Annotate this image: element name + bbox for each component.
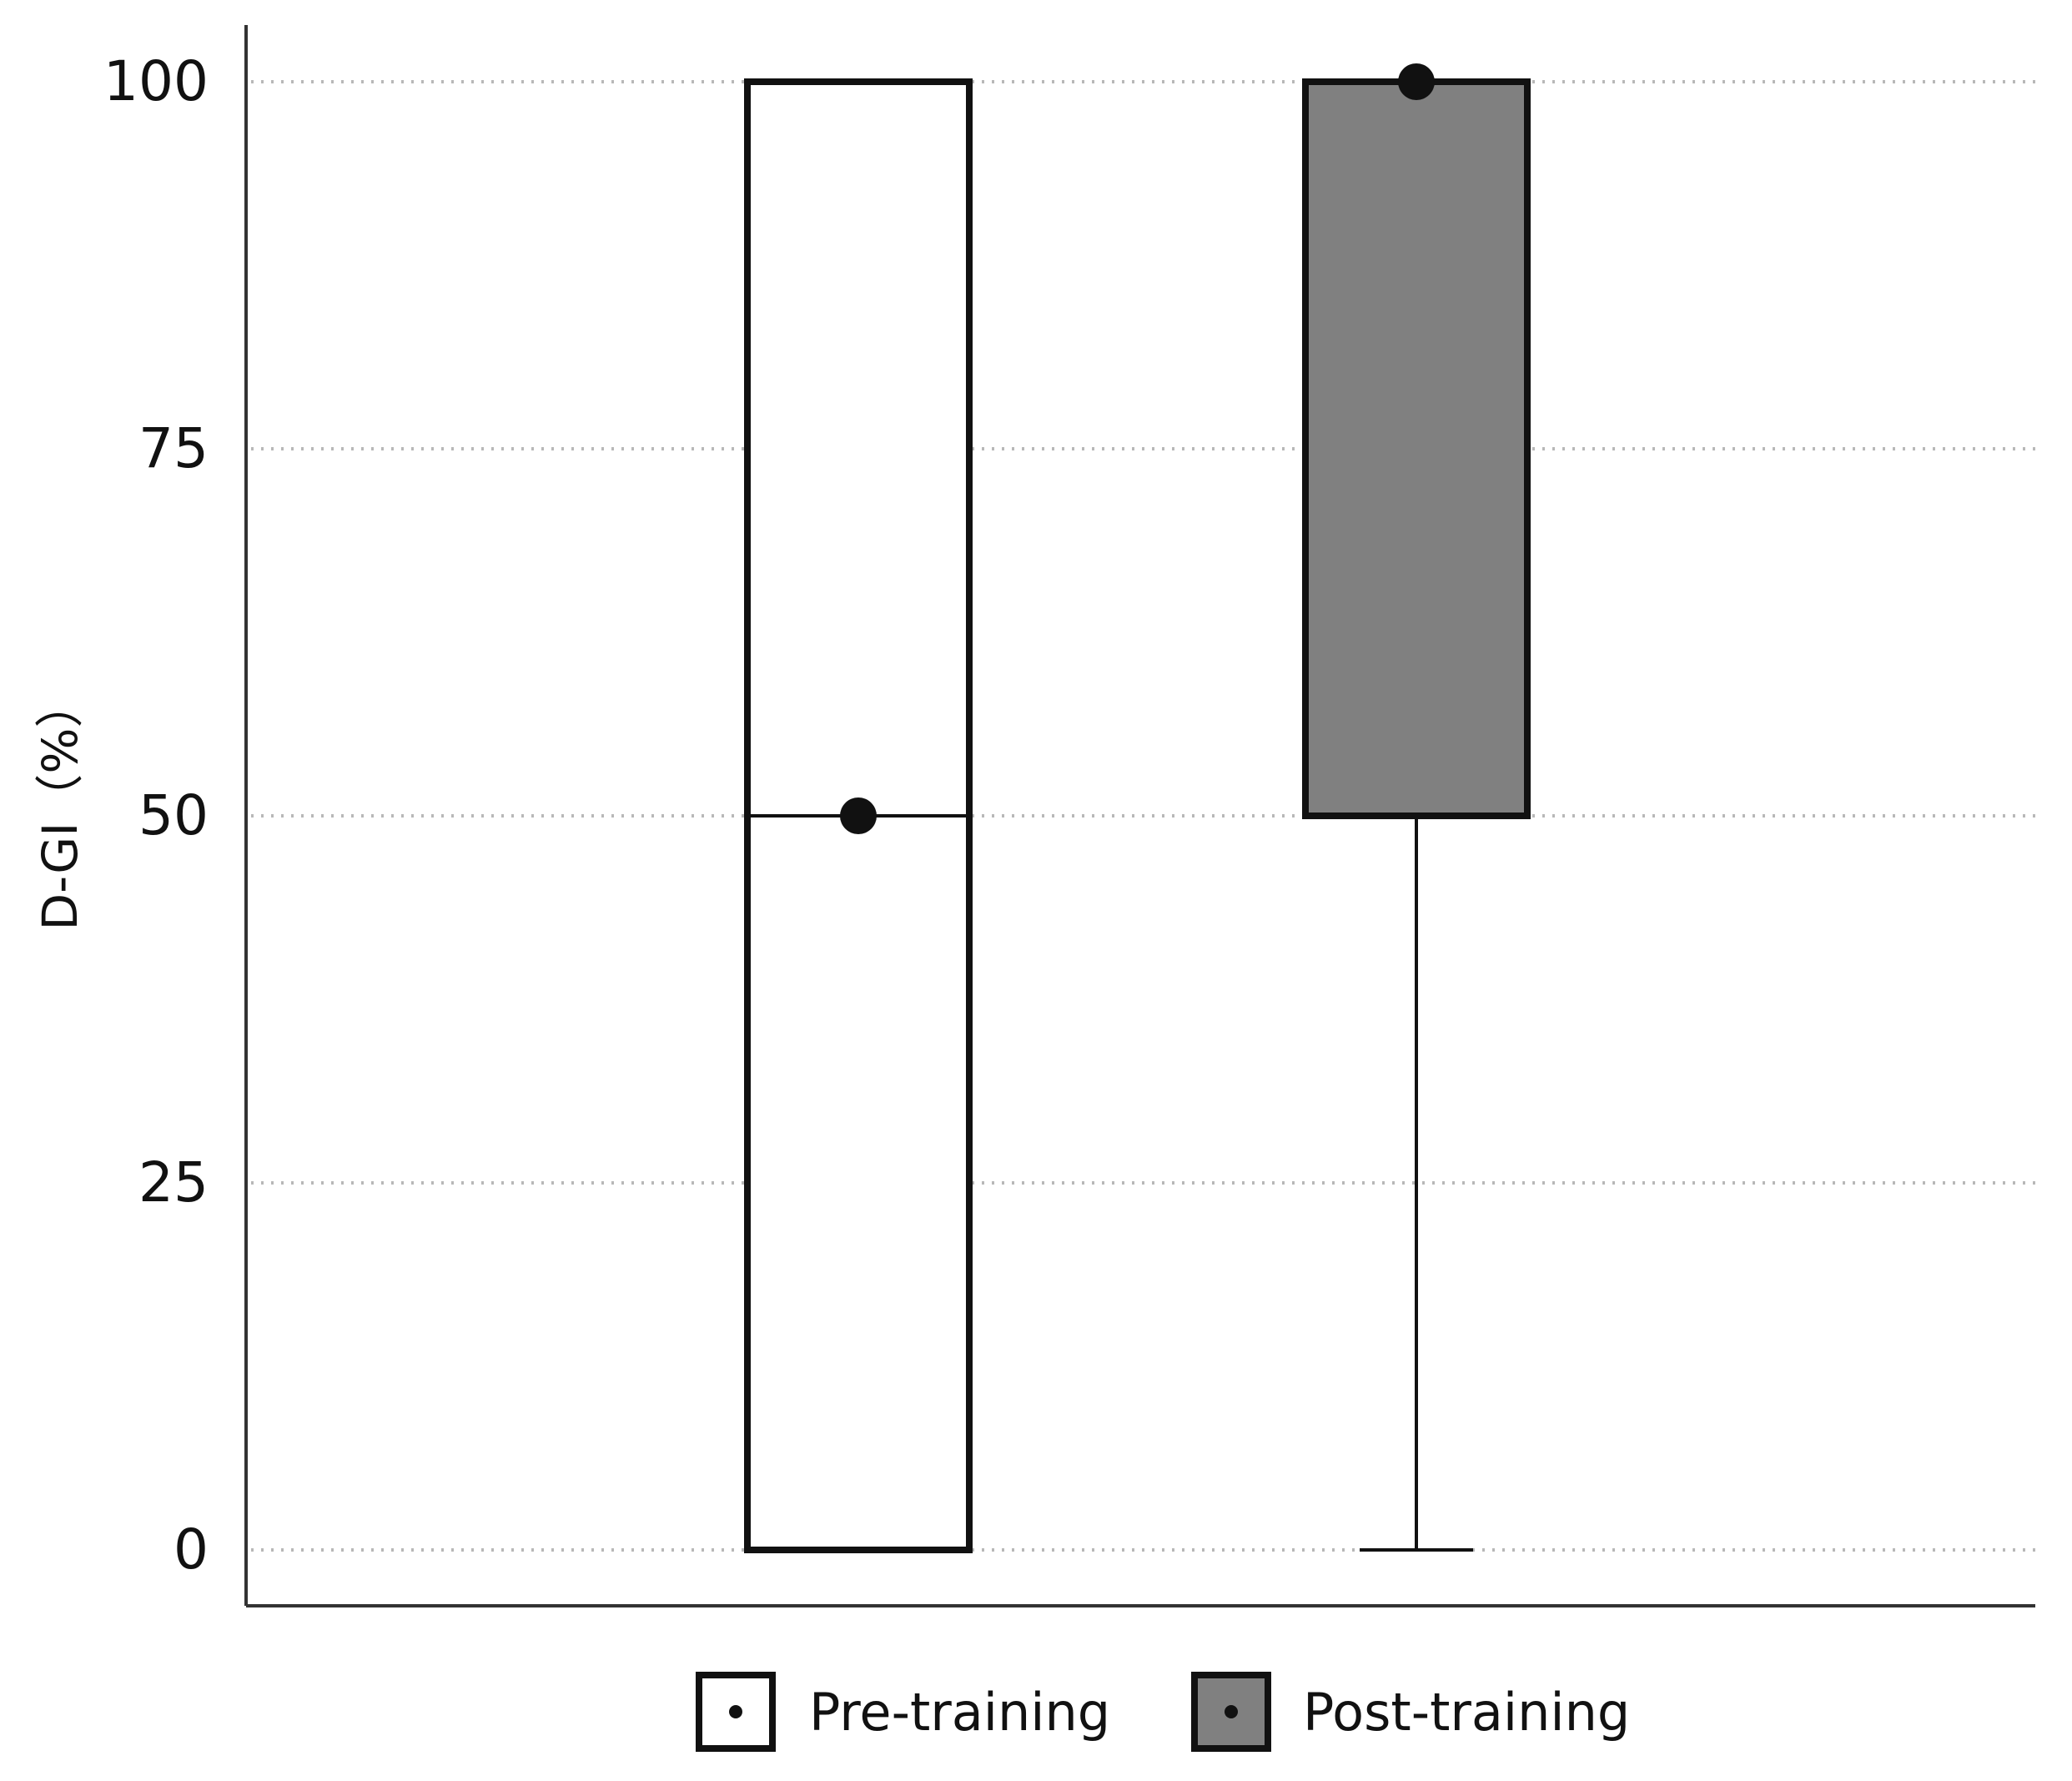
box-series (1302, 63, 1531, 1552)
mean-marker (1398, 63, 1435, 100)
legend-item: Post-training (1191, 1672, 1630, 1752)
legend-swatch-dot (729, 1705, 742, 1718)
legend-swatch-dot (1225, 1705, 1238, 1718)
box-series (744, 78, 973, 1553)
legend-label: Post-training (1303, 1682, 1630, 1743)
boxes (744, 63, 1531, 1553)
y-tick-label: 100 (103, 49, 209, 113)
y-tick-label: 25 (138, 1150, 209, 1215)
y-tick-label: 75 (138, 416, 209, 480)
grid-lines (251, 80, 2035, 1552)
box-rect (1302, 78, 1531, 819)
legend: Pre-training Post-training (696, 1672, 1630, 1752)
y-axis-title: D-GI（%） (32, 680, 88, 931)
mean-marker (840, 797, 877, 834)
y-tick-label: 50 (138, 783, 209, 848)
y-tick-label: 0 (174, 1517, 209, 1582)
legend-item: Pre-training (696, 1672, 1110, 1752)
y-tick-labels: 0 25 50 75 100 (103, 49, 209, 1582)
axes (244, 25, 2035, 1607)
legend-label: Pre-training (809, 1682, 1110, 1743)
